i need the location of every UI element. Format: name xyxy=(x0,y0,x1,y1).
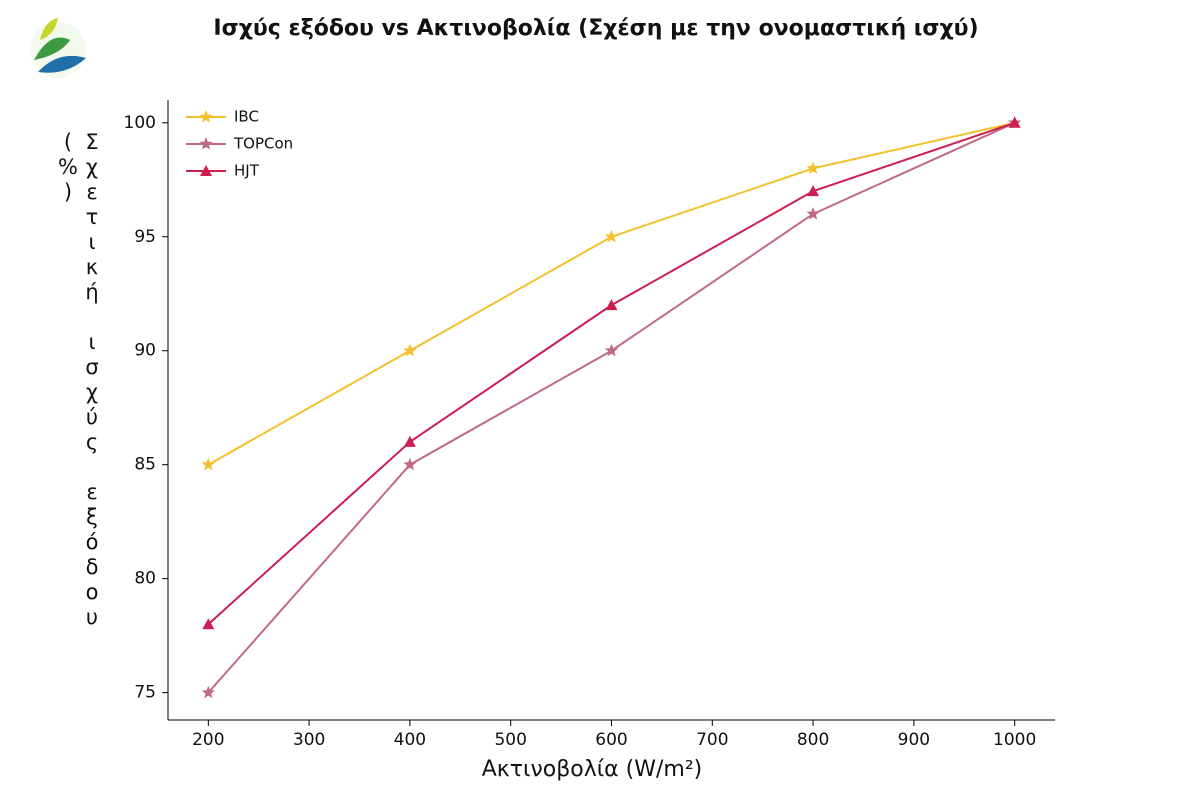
legend-marker xyxy=(199,137,213,150)
y-tick-label: 85 xyxy=(134,455,156,475)
x-tick-label: 600 xyxy=(595,730,627,750)
x-tick-label: 500 xyxy=(494,730,526,750)
x-tick-label: 900 xyxy=(898,730,930,750)
data-point xyxy=(403,435,416,447)
data-point xyxy=(403,343,417,357)
y-tick-label: 80 xyxy=(134,569,156,589)
data-point xyxy=(201,685,215,699)
x-tick-label: 300 xyxy=(293,730,325,750)
data-point xyxy=(806,206,820,220)
legend-label: IBC xyxy=(234,108,259,126)
x-tick-label: 700 xyxy=(696,730,728,750)
y-tick-label: 100 xyxy=(124,113,156,133)
legend-marker xyxy=(199,110,213,123)
data-point xyxy=(202,618,215,630)
series-line xyxy=(207,121,1015,466)
data-point xyxy=(201,457,215,471)
y-tick-label: 75 xyxy=(134,683,156,703)
data-point xyxy=(807,185,820,197)
data-point xyxy=(806,161,820,175)
legend-marker xyxy=(200,165,212,176)
legend-label: TOPCon xyxy=(233,135,293,153)
y-tick-label: 95 xyxy=(134,227,156,247)
legend-label: HJT xyxy=(234,162,260,180)
data-point xyxy=(1008,116,1021,128)
logo xyxy=(30,18,86,78)
data-point xyxy=(403,457,417,471)
y-axis-label: Σχετική ισχύς εξόδου (%) xyxy=(56,130,104,630)
x-tick-label: 200 xyxy=(192,730,224,750)
series-line xyxy=(207,121,1016,626)
x-tick-label: 400 xyxy=(394,730,426,750)
data-point xyxy=(604,229,619,243)
y-tick-label: 90 xyxy=(134,341,156,361)
series-line xyxy=(207,121,1016,694)
data-point xyxy=(605,299,618,311)
x-axis-label: Ακτινοβολία (W/m²) xyxy=(482,757,703,782)
data-point xyxy=(604,343,619,357)
x-tick-label: 800 xyxy=(797,730,829,750)
x-tick-label: 1000 xyxy=(993,730,1036,750)
chart-title: Ισχύς εξόδου vs Ακτινοβολία (Σχέση με τη… xyxy=(213,16,978,41)
